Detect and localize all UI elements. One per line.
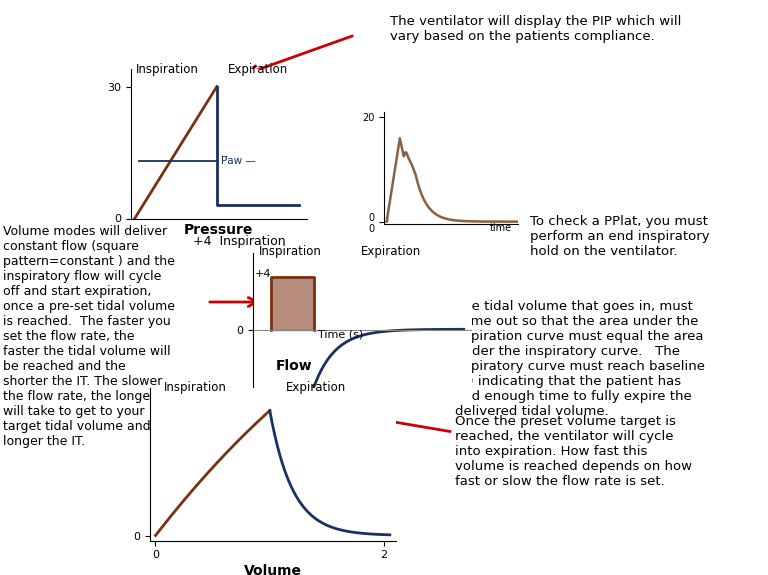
Text: Inspiration: Inspiration bbox=[259, 244, 321, 258]
Text: Time (s): Time (s) bbox=[318, 329, 363, 339]
Text: +4  Inspiration: +4 Inspiration bbox=[193, 235, 286, 248]
Text: Volume modes will deliver
constant flow (square
pattern=constant ) and the
inspi: Volume modes will deliver constant flow … bbox=[3, 225, 175, 448]
Text: Expiration: Expiration bbox=[361, 244, 421, 258]
X-axis label: Pressure: Pressure bbox=[184, 223, 253, 237]
Text: Expiration: Expiration bbox=[286, 381, 346, 394]
Text: The ventilator will display the PIP which will
vary based on the patients compli: The ventilator will display the PIP whic… bbox=[390, 15, 681, 43]
Text: The tidal volume that goes in, must
come out so that the area under the
expirati: The tidal volume that goes in, must come… bbox=[455, 300, 705, 418]
Text: P̅aw —: P̅aw — bbox=[221, 156, 256, 166]
Text: Inspiration: Inspiration bbox=[136, 63, 199, 75]
X-axis label: Volume: Volume bbox=[243, 565, 302, 575]
Text: time: time bbox=[490, 223, 511, 233]
Text: Expiration: Expiration bbox=[228, 63, 288, 75]
Text: To check a PPlat, you must
perform an end inspiratory
hold on the ventilator.: To check a PPlat, you must perform an en… bbox=[530, 215, 710, 258]
Text: Once the preset volume target is
reached, the ventilator will cycle
into expirat: Once the preset volume target is reached… bbox=[455, 415, 692, 488]
Text: +4: +4 bbox=[254, 269, 271, 279]
Text: Inspiration: Inspiration bbox=[164, 381, 227, 394]
Text: Flow: Flow bbox=[276, 359, 313, 373]
